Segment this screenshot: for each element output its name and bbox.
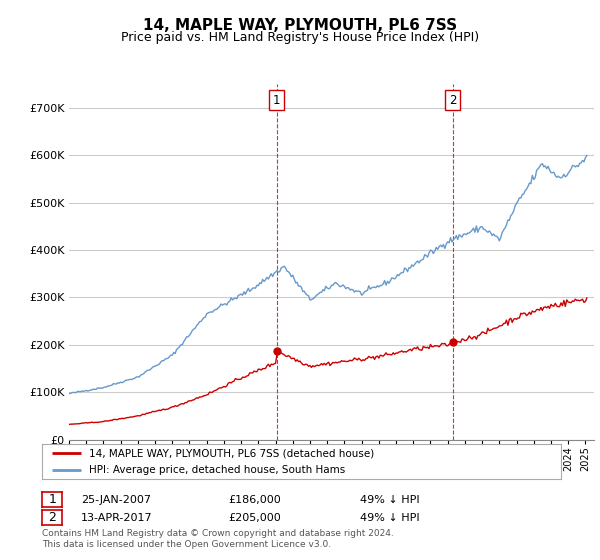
Text: £205,000: £205,000 <box>228 513 281 523</box>
Text: £186,000: £186,000 <box>228 495 281 505</box>
Text: 2: 2 <box>449 94 456 106</box>
Text: This data is licensed under the Open Government Licence v3.0.: This data is licensed under the Open Gov… <box>42 540 331 549</box>
Text: 49% ↓ HPI: 49% ↓ HPI <box>360 495 419 505</box>
Text: 25-JAN-2007: 25-JAN-2007 <box>81 495 151 505</box>
Text: HPI: Average price, detached house, South Hams: HPI: Average price, detached house, Sout… <box>89 465 345 475</box>
Text: 1: 1 <box>48 493 56 506</box>
Text: Price paid vs. HM Land Registry's House Price Index (HPI): Price paid vs. HM Land Registry's House … <box>121 31 479 44</box>
Text: 2: 2 <box>48 511 56 524</box>
Text: Contains HM Land Registry data © Crown copyright and database right 2024.: Contains HM Land Registry data © Crown c… <box>42 529 394 538</box>
Text: 13-APR-2017: 13-APR-2017 <box>81 513 152 523</box>
Text: 1: 1 <box>273 94 281 106</box>
Text: 14, MAPLE WAY, PLYMOUTH, PL6 7SS (detached house): 14, MAPLE WAY, PLYMOUTH, PL6 7SS (detach… <box>89 449 374 459</box>
Text: 14, MAPLE WAY, PLYMOUTH, PL6 7SS: 14, MAPLE WAY, PLYMOUTH, PL6 7SS <box>143 18 457 33</box>
Text: 49% ↓ HPI: 49% ↓ HPI <box>360 513 419 523</box>
